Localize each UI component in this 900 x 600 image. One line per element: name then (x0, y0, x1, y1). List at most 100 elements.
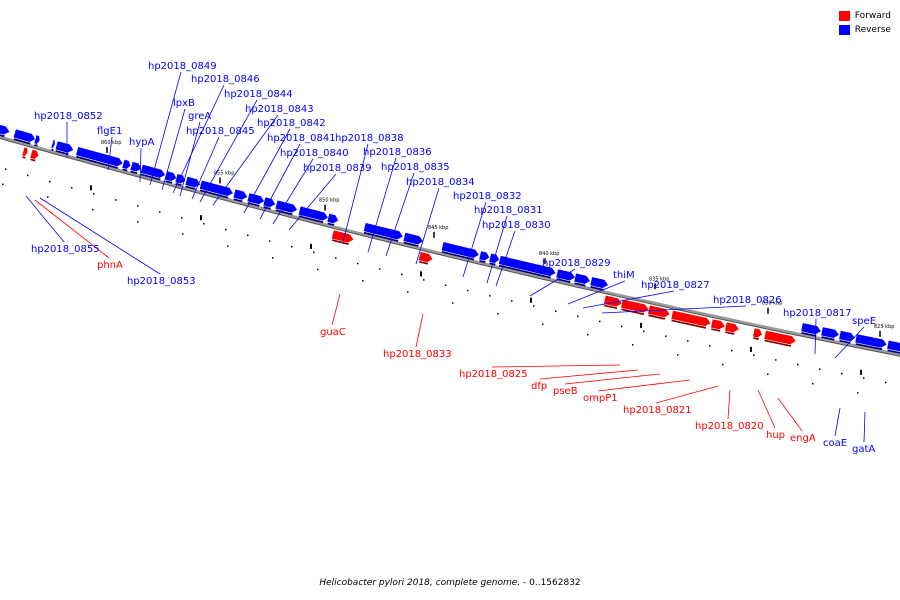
gene-arrow-reverse[interactable] (50, 139, 56, 151)
gene-arrow-reverse[interactable] (198, 179, 235, 199)
gene-label-enga[interactable]: engA (790, 433, 816, 444)
gene-arrow-body[interactable] (129, 161, 143, 174)
gene-arrow-forward[interactable] (647, 304, 671, 320)
gene-label-ompp1[interactable]: ompP1 (583, 393, 618, 404)
gene-arrow-forward[interactable] (417, 251, 434, 266)
gene-arrow-body[interactable] (326, 212, 340, 225)
gene-label-hp2018-0839[interactable]: hp2018_0839 (303, 163, 372, 174)
gene-arrow-body[interactable] (331, 229, 355, 244)
gene-arrow-body[interactable] (820, 326, 840, 339)
gene-arrow-forward[interactable] (763, 329, 797, 347)
gene-arrow-body[interactable] (417, 251, 434, 264)
gene-label-hp2018-0846[interactable]: hp2018_0846 (191, 74, 260, 85)
gene-arrow-body[interactable] (0, 123, 11, 136)
gene-arrow-forward[interactable] (331, 229, 355, 246)
gene-arrow-body[interactable] (21, 146, 29, 157)
gene-arrow-body[interactable] (886, 339, 900, 352)
gene-label-lpxb[interactable]: lpxB (173, 98, 195, 109)
gene-arrow-body[interactable] (670, 309, 712, 327)
gene-label-hp2018-0834[interactable]: hp2018_0834 (406, 177, 475, 188)
gene-label-pseb[interactable]: pseB (553, 386, 578, 397)
gene-arrow-reverse[interactable] (232, 188, 249, 203)
gene-label-dfp[interactable]: dfp (531, 381, 547, 392)
gene-label-hp2018-0817[interactable]: hp2018_0817 (783, 308, 852, 319)
gene-arrow-forward[interactable] (710, 318, 727, 333)
gene-label-hp2018-0849[interactable]: hp2018_0849 (148, 61, 217, 72)
gene-arrow-body[interactable] (854, 333, 888, 349)
gene-arrow-forward[interactable] (724, 321, 741, 336)
gene-label-hp2018-0820[interactable]: hp2018_0820 (695, 421, 764, 432)
gene-arrow-reverse[interactable] (326, 212, 340, 226)
gene-label-hp2018-0835[interactable]: hp2018_0835 (381, 162, 450, 173)
gene-arrow-body[interactable] (50, 139, 56, 150)
gene-arrow-body[interactable] (573, 272, 592, 285)
gene-label-coae[interactable]: coaE (823, 438, 847, 449)
gene-label-hp2018-0843[interactable]: hp2018_0843 (245, 104, 314, 115)
gene-arrow-body[interactable] (75, 146, 125, 168)
gene-arrow-body[interactable] (402, 232, 425, 246)
gene-arrow-body[interactable] (498, 255, 557, 278)
gene-label-hp2018-0826[interactable]: hp2018_0826 (713, 295, 782, 306)
gene-arrow-body[interactable] (620, 298, 650, 314)
gene-arrow-body[interactable] (198, 179, 234, 197)
gene-arrow-reverse[interactable] (478, 250, 491, 264)
gene-arrow-forward[interactable] (21, 146, 29, 159)
gene-arrow-reverse[interactable] (274, 199, 299, 216)
gene-arrow-body[interactable] (274, 199, 299, 214)
gene-label-hp2018-0836[interactable]: hp2018_0836 (363, 147, 432, 158)
gene-label-grea[interactable]: greA (188, 111, 211, 122)
gene-label-hp2018-0844[interactable]: hp2018_0844 (224, 89, 293, 100)
gene-arrow-body[interactable] (478, 250, 491, 262)
gene-label-hp2018-0831[interactable]: hp2018_0831 (474, 205, 543, 216)
gene-label-spee[interactable]: speE (852, 316, 876, 327)
gene-arrow-reverse[interactable] (498, 255, 557, 280)
gene-label-hp2018-0842[interactable]: hp2018_0842 (257, 118, 326, 129)
gene-label-guac[interactable]: guaC (320, 327, 346, 338)
gene-label-hp2018-0821[interactable]: hp2018_0821 (623, 405, 692, 416)
gene-arrow-reverse[interactable] (886, 339, 900, 354)
gene-arrow-reverse[interactable] (54, 140, 75, 156)
gene-label-hup[interactable]: hup (766, 430, 785, 441)
gene-arrow-body[interactable] (724, 321, 741, 334)
gene-arrow-reverse[interactable] (33, 134, 41, 147)
gene-arrow-reverse[interactable] (854, 333, 889, 351)
gene-arrow-forward[interactable] (752, 327, 763, 341)
gene-arrow-reverse[interactable] (129, 161, 143, 176)
gene-label-hp2018-0853[interactable]: hp2018_0853 (127, 276, 196, 287)
gene-label-hp2018-0838[interactable]: hp2018_0838 (335, 133, 404, 144)
gene-arrow-body[interactable] (647, 304, 671, 319)
gene-label-hp2018-0830[interactable]: hp2018_0830 (482, 220, 551, 231)
gene-arrow-reverse[interactable] (402, 232, 425, 247)
gene-arrow-reverse[interactable] (174, 173, 187, 187)
gene-arrow-reverse[interactable] (246, 192, 266, 208)
gene-label-gata[interactable]: gatA (852, 444, 875, 455)
gene-arrow-body[interactable] (603, 294, 624, 308)
gene-arrow-body[interactable] (246, 192, 266, 206)
gene-arrow-reverse[interactable] (589, 276, 609, 292)
gene-label-hypa[interactable]: hypA (129, 137, 155, 148)
gene-arrow-body[interactable] (232, 188, 249, 201)
gene-label-flge1[interactable]: flgE1 (97, 126, 122, 137)
gene-arrow-reverse[interactable] (75, 146, 125, 170)
gene-arrow-body[interactable] (763, 329, 797, 346)
gene-label-hp2018-0845[interactable]: hp2018_0845 (186, 126, 255, 137)
gene-arrow-reverse[interactable] (820, 326, 840, 341)
gene-arrow-body[interactable] (33, 134, 41, 145)
gene-arrow-forward[interactable] (603, 294, 624, 310)
gene-arrow-body[interactable] (174, 173, 187, 185)
gene-arrow-reverse[interactable] (573, 272, 592, 287)
gene-label-hp2018-0829[interactable]: hp2018_0829 (542, 258, 611, 269)
gene-arrow-reverse[interactable] (121, 158, 132, 172)
gene-label-phna[interactable]: phnA (97, 260, 123, 271)
gene-arrow-reverse[interactable] (0, 123, 11, 138)
gene-arrow-body[interactable] (710, 318, 727, 331)
gene-label-hp2018-0852[interactable]: hp2018_0852 (34, 111, 103, 122)
gene-label-thim[interactable]: thiM (613, 270, 635, 281)
gene-label-hp2018-0832[interactable]: hp2018_0832 (453, 191, 522, 202)
gene-label-hp2018-0855[interactable]: hp2018_0855 (31, 244, 100, 255)
gene-arrow-forward[interactable] (29, 148, 40, 162)
gene-arrow-reverse[interactable] (12, 128, 37, 146)
gene-label-hp2018-0840[interactable]: hp2018_0840 (280, 148, 349, 159)
gene-label-hp2018-0827[interactable]: hp2018_0827 (641, 280, 710, 291)
gene-label-hp2018-0833[interactable]: hp2018_0833 (383, 349, 452, 360)
